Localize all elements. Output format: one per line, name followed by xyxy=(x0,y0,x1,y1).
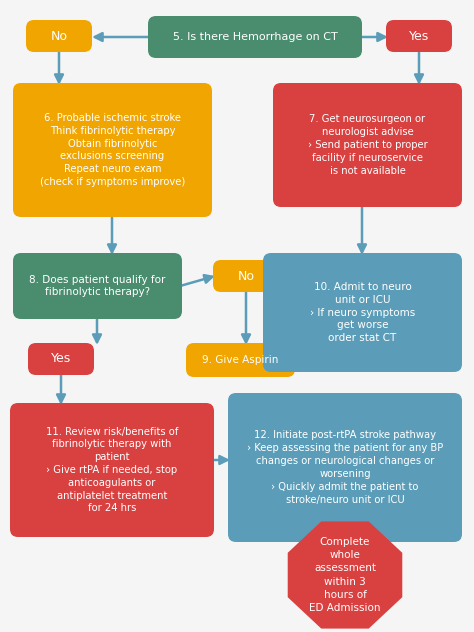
Text: Yes: Yes xyxy=(51,353,71,365)
Text: 12. Initiate post-rtPA stroke pathway
› Keep assessing the patient for any BP
ch: 12. Initiate post-rtPA stroke pathway › … xyxy=(247,430,443,504)
Text: Complete
whole
assessment
within 3
hours of
ED Admission: Complete whole assessment within 3 hours… xyxy=(309,537,381,613)
FancyBboxPatch shape xyxy=(228,393,462,542)
Text: 10. Admit to neuro
unit or ICU
› If neuro symptoms
get worse
order stat CT: 10. Admit to neuro unit or ICU › If neur… xyxy=(310,282,415,343)
FancyBboxPatch shape xyxy=(10,403,214,537)
Text: 9. Give Aspirin: 9. Give Aspirin xyxy=(202,355,279,365)
FancyBboxPatch shape xyxy=(186,343,295,377)
Text: 5. Is there Hemorrhage on CT: 5. Is there Hemorrhage on CT xyxy=(173,32,337,42)
FancyBboxPatch shape xyxy=(273,83,462,207)
Polygon shape xyxy=(288,521,402,629)
FancyBboxPatch shape xyxy=(263,253,462,372)
FancyBboxPatch shape xyxy=(13,83,212,217)
FancyBboxPatch shape xyxy=(26,20,92,52)
Text: Yes: Yes xyxy=(409,30,429,42)
FancyBboxPatch shape xyxy=(213,260,279,292)
Text: 8. Does patient qualify for
fibrinolytic therapy?: 8. Does patient qualify for fibrinolytic… xyxy=(29,274,166,298)
FancyBboxPatch shape xyxy=(13,253,182,319)
Text: No: No xyxy=(51,30,67,42)
FancyBboxPatch shape xyxy=(148,16,362,58)
Text: 11. Review risk/benefits of
fibrinolytic therapy with
patient
› Give rtPA if nee: 11. Review risk/benefits of fibrinolytic… xyxy=(46,427,178,513)
Text: 7. Get neurosurgeon or
neurologist advise
› Send patient to proper
facility if n: 7. Get neurosurgeon or neurologist advis… xyxy=(308,114,428,176)
Text: 6. Probable ischemic stroke
Think fibrinolytic therapy
Obtain fibrinolytic
exclu: 6. Probable ischemic stroke Think fibrin… xyxy=(40,113,185,187)
FancyBboxPatch shape xyxy=(28,343,94,375)
Text: No: No xyxy=(237,269,255,283)
FancyBboxPatch shape xyxy=(386,20,452,52)
